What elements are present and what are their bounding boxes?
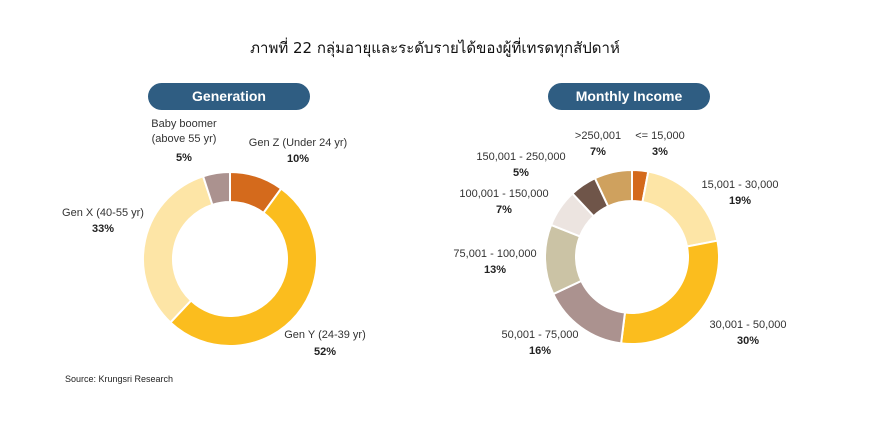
slice-value-250-001: 7% (590, 146, 606, 158)
slice-value-gen-y-24-39-yr: 52% (314, 346, 336, 358)
slice-label-75-001-100-000: 75,001 - 100,000 (453, 248, 536, 260)
slice-label-baby-boomer-above-55-yr: Baby boomer (above 55 yr) (151, 118, 217, 145)
slice-value-gen-z-under-24-yr: 10% (287, 153, 309, 165)
slice-value-100-001-150-000: 7% (496, 204, 512, 216)
slice-label-100-001-150-000: 100,001 - 150,000 (459, 188, 548, 200)
generation-donut: Gen Z (Under 24 yr) 10% Gen Y (24-39 yr) 52… (62, 118, 366, 358)
slice-value-baby-boomer-above-55-yr: 5% (176, 152, 192, 164)
generation-chart-title: Generation (148, 83, 310, 110)
slice-label-50-001-75-000: 50,001 - 75,000 (501, 329, 578, 341)
slice-value-15-000: 3% (652, 146, 668, 158)
source-note: Source: Krungsri Research (65, 374, 174, 384)
slice-label-30-001-50-000: 30,001 - 50,000 (709, 319, 786, 331)
slice-value-50-001-75-000: 16% (529, 345, 551, 357)
income-chart-title: Monthly Income (548, 83, 710, 110)
slice-value-150-001-250-000: 5% (513, 167, 529, 179)
slice-250-001 (593, 168, 633, 208)
slice-label-15-000: <= 15,000 (635, 130, 685, 142)
slice-label-15-001-30-000: 15,001 - 30,000 (701, 179, 778, 191)
income-donut: <= 15,000 3% 15,001 - 30,000 19% 30,001 - 50… (453, 130, 786, 357)
slice-gen-y-24-39-yr (169, 187, 318, 347)
slice-label-150-001-250-000: 150,001 - 250,000 (476, 151, 565, 163)
figure-title: ภาพที่ 22 กลุ่มอายุและระดับรายได้ของผู้ท… (250, 39, 620, 57)
slice-value-30-001-50-000: 30% (737, 335, 759, 347)
slice-label-gen-z-under-24-yr: Gen Z (Under 24 yr) (249, 137, 347, 149)
slice-value-75-001-100-000: 13% (484, 264, 506, 276)
slice-value-gen-x-40-55-yr: 33% (92, 223, 114, 235)
slice-gen-x-40-55-yr (142, 174, 214, 324)
slice-baby-boomer-above-55-yr (201, 170, 231, 207)
slice-value-15-001-30-000: 19% (729, 195, 751, 207)
slice-label-gen-x-40-55-yr: Gen X (40-55 yr) (62, 207, 144, 219)
slice-label-gen-y-24-39-yr: Gen Y (24-39 yr) (284, 329, 366, 341)
slice-label-250-001: >250,001 (575, 130, 621, 142)
slice-30-001-50-000 (619, 239, 720, 345)
